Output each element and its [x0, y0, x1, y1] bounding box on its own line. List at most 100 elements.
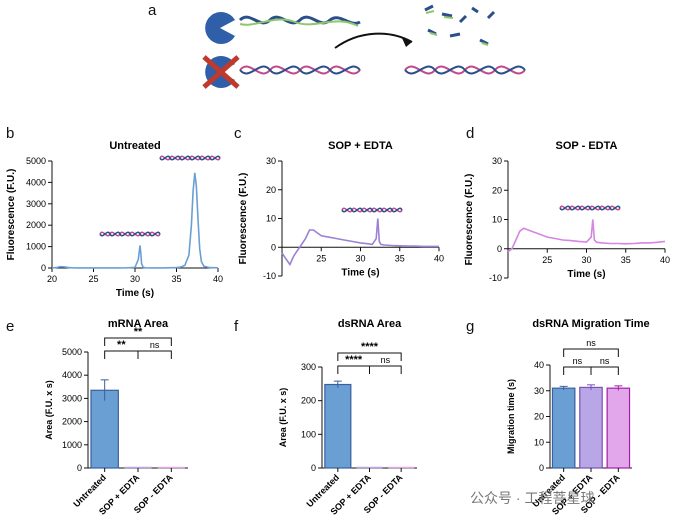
panel-label-a: a [148, 2, 157, 19]
arrow-head-icon [402, 38, 412, 47]
y-axis-label: Fluorescence (F.U.) [464, 174, 475, 266]
chart-title: Untreated [109, 140, 160, 152]
x-tick-label: 30 [355, 253, 365, 263]
y-tick-label: 1000 [26, 242, 46, 252]
chart-mrna-area: mRNA Area 0 1000 2000 3000 4000 5000 Area (F.U.… [44, 318, 188, 517]
significance-label: **** [345, 354, 363, 366]
dsrna-intact-b [404, 65, 526, 75]
chart-untreated: Untreated 20 25 30 35 40 0 1000 2000 3000 4000 5000… [6, 140, 223, 299]
y-tick-label: 300 [301, 362, 316, 372]
x-axis-label: Time (s) [341, 267, 379, 278]
y-tick-label: 30 [266, 156, 276, 166]
y-tick-label: 0 [77, 463, 82, 473]
x-tick-label: 25 [542, 255, 552, 265]
dsrna-inset-b [341, 207, 403, 213]
y-tick-label: 20 [492, 185, 502, 195]
y-tick-label: 1000 [62, 440, 82, 450]
x-tick-label: 30 [581, 255, 591, 265]
significance-label: ns [600, 356, 610, 366]
data-line-series [51, 172, 219, 269]
chart-title: mRNA Area [108, 318, 169, 330]
y-tick-label: 2000 [26, 220, 46, 230]
bar [90, 389, 119, 469]
bar [579, 386, 603, 469]
rna-strand-green [239, 18, 359, 27]
significance-label: ns [150, 340, 160, 350]
y-tick-label: 10 [534, 437, 544, 447]
y-tick-label: 3000 [26, 199, 46, 209]
panel-label-f: f [234, 318, 239, 335]
y-tick-label: 5000 [62, 347, 82, 357]
significance-bracket [137, 350, 172, 359]
y-tick-label: 30 [492, 156, 502, 166]
x-tick-label: 35 [621, 255, 631, 265]
process-arrow [334, 32, 413, 49]
chart-title: SOP - EDTA [556, 140, 618, 152]
bar [551, 387, 576, 469]
chart-sop-minus-edta: SOP - EDTA 25 30 35 40 -10 0 10 20 30 Time (s) Fluo… [464, 140, 670, 283]
y-tick-label: -10 [263, 271, 276, 281]
data-line-series [507, 219, 666, 253]
y-tick-label: 4000 [26, 177, 46, 187]
panel-label-b: b [6, 125, 15, 142]
y-axis-label: Area (F.U. x s) [278, 388, 288, 448]
y-tick-label: 20 [534, 412, 544, 422]
y-tick-label: 20 [266, 185, 276, 195]
significance-bracket [590, 366, 619, 375]
panel-label-g: g [466, 318, 475, 335]
x-tick-label: 25 [316, 253, 326, 263]
x-tick-label: 25 [88, 274, 98, 284]
y-axis-label: Migration time (s) [506, 379, 516, 454]
significance-bracket [337, 352, 402, 361]
y-tick-label: -10 [489, 273, 502, 283]
data-line-series [281, 218, 439, 267]
significance-bracket [369, 365, 402, 374]
x-axis-label: Time (s) [116, 288, 154, 299]
y-tick-label: 10 [266, 214, 276, 224]
significance-label: ns [573, 356, 583, 366]
x-tick-label: 40 [660, 255, 670, 265]
schematic-diagram [202, 4, 526, 89]
chart-title: SOP + EDTA [328, 140, 393, 152]
dsrna-strand-b [239, 65, 361, 75]
y-axis-label: Area (F.U. x s) [44, 380, 54, 440]
rna-fragments-green [425, 10, 489, 46]
x-tick-label: 20 [47, 274, 57, 284]
y-tick-label: 3000 [62, 393, 82, 403]
x-tick-label: 40 [213, 274, 223, 284]
y-tick-label: 100 [301, 429, 316, 439]
significance-bracket [563, 366, 592, 375]
x-tick-label: 35 [171, 274, 181, 284]
significance-label: ns [586, 338, 596, 348]
bar [606, 387, 631, 469]
x-tick-label: 40 [434, 253, 444, 263]
y-tick-label: 0 [41, 263, 46, 273]
y-tick-label: 200 [301, 396, 316, 406]
chart-sop-plus-edta: SOP + EDTA 25 30 35 40 -10 0 10 20 30 Time (s) Fluo… [238, 140, 444, 281]
significance-bracket [104, 337, 172, 346]
y-tick-label: 0 [497, 244, 502, 254]
y-axis-label: Fluorescence (F.U.) [238, 173, 249, 265]
y-tick-label: 40 [534, 360, 544, 370]
y-tick-label: 2000 [62, 417, 82, 427]
chart-title: dsRNA Area [338, 318, 402, 330]
y-tick-label: 0 [539, 463, 544, 473]
y-tick-label: 10 [492, 215, 502, 225]
watermark-text: 公众号 · 工程菩星球 [470, 490, 595, 506]
cross-icon [202, 55, 240, 89]
bar [324, 383, 352, 469]
panel-label-c: c [234, 125, 242, 142]
x-axis-label: Time (s) [567, 269, 605, 280]
significance-bracket [104, 350, 139, 359]
x-tick-label: 30 [130, 274, 140, 284]
dsrna-inset-b [99, 231, 161, 237]
enzyme-icon [205, 12, 235, 44]
y-tick-label: 0 [271, 242, 276, 252]
significance-label: ** [117, 339, 126, 351]
significance-label: ** [134, 326, 143, 338]
y-axis-label: Fluorescence (F.U.) [6, 169, 17, 261]
significance-label: ns [381, 355, 391, 365]
y-tick-label: 30 [534, 386, 544, 396]
x-tick-label: 35 [395, 253, 405, 263]
